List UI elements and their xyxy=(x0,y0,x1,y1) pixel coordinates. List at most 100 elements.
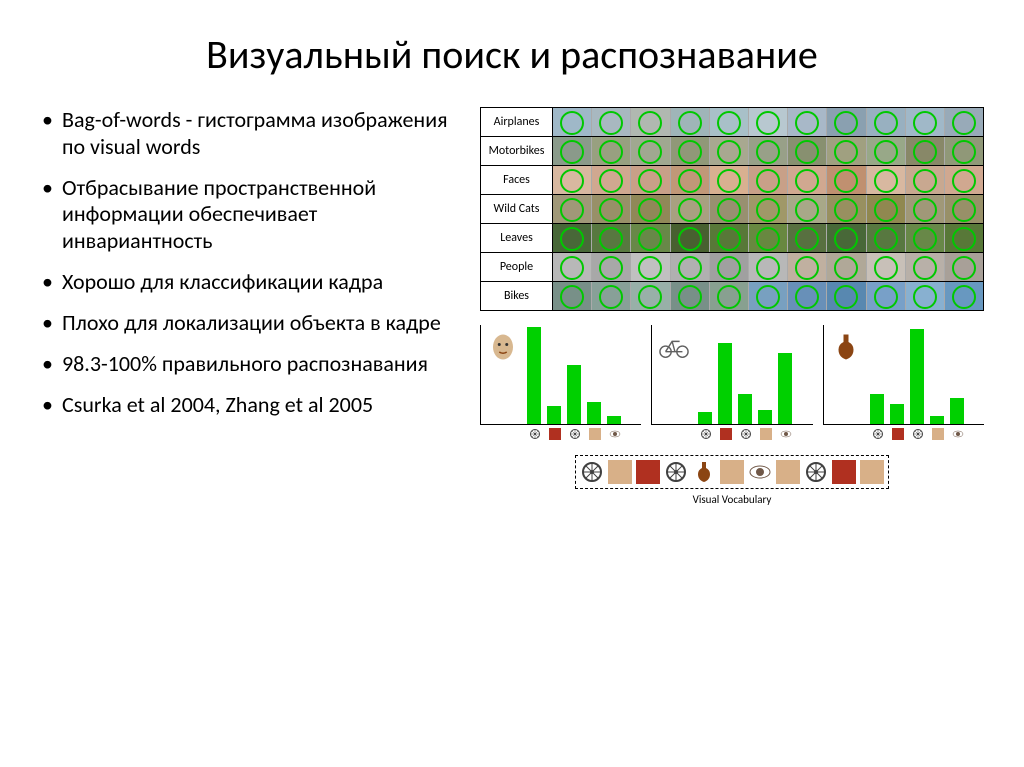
category-label: Leaves xyxy=(481,224,553,252)
thumbnail xyxy=(709,166,748,194)
category-row: Bikes xyxy=(481,282,983,310)
histogram-plot xyxy=(480,325,641,425)
red-icon xyxy=(891,427,905,441)
thumbnail xyxy=(866,137,905,165)
histogram-xaxis-icons xyxy=(823,427,984,441)
tan-icon xyxy=(858,458,886,486)
wheel-icon xyxy=(739,427,753,441)
histogram xyxy=(651,325,812,441)
thumbnail xyxy=(905,108,944,136)
wheel-icon xyxy=(871,427,885,441)
bullet-list: Bag-of-words - гистограмма изображения п… xyxy=(40,107,460,418)
tan-icon xyxy=(588,427,602,441)
thumbnail xyxy=(630,224,669,252)
category-row: Leaves xyxy=(481,224,983,253)
thumbnail xyxy=(787,253,826,281)
category-row: Airplanes xyxy=(481,108,983,137)
histogram-plot xyxy=(651,325,812,425)
thumbnail xyxy=(787,108,826,136)
histogram-bar xyxy=(607,416,621,424)
vocabulary-block: Visual Vocabulary xyxy=(480,455,984,506)
slide-content: Bag-of-words - гистограмма изображения п… xyxy=(40,107,984,506)
thumbnail xyxy=(866,108,905,136)
thumbnail xyxy=(866,253,905,281)
thumbnail xyxy=(748,253,787,281)
wheel-icon xyxy=(568,427,582,441)
thumbnail xyxy=(670,195,709,223)
thumbnail xyxy=(944,253,983,281)
thumbnail xyxy=(591,282,630,310)
figures-column: AirplanesMotorbikesFacesWild CatsLeavesP… xyxy=(480,107,984,506)
category-thumbs xyxy=(553,253,983,281)
thumbnail xyxy=(553,137,591,165)
thumbnail xyxy=(866,282,905,310)
histogram-bar xyxy=(910,329,924,424)
thumbnail xyxy=(748,195,787,223)
category-thumbs xyxy=(553,195,983,223)
thumbnail xyxy=(826,224,865,252)
thumbnail xyxy=(709,137,748,165)
category-thumbs xyxy=(553,137,983,165)
thumbnail xyxy=(787,166,826,194)
thumbnail xyxy=(944,195,983,223)
thumbnail xyxy=(787,282,826,310)
wheel-icon xyxy=(528,427,542,441)
wheel-icon xyxy=(578,458,606,486)
vocabulary-strip xyxy=(575,455,889,489)
bullet-item: Csurka et al 2004, Zhang et al 2005 xyxy=(62,392,460,419)
eye-icon xyxy=(608,427,622,441)
category-label: Bikes xyxy=(481,282,553,310)
thumbnail xyxy=(748,224,787,252)
thumbnail xyxy=(944,108,983,136)
tan-icon xyxy=(774,458,802,486)
thumbnail xyxy=(748,137,787,165)
thumbnail xyxy=(866,195,905,223)
eye-icon xyxy=(746,458,774,486)
thumbnail xyxy=(944,224,983,252)
histogram-bar xyxy=(718,343,732,424)
thumbnail xyxy=(905,195,944,223)
thumbnail xyxy=(630,166,669,194)
thumbnail xyxy=(670,166,709,194)
histogram-bar xyxy=(758,410,772,424)
red-icon xyxy=(830,458,858,486)
histogram-xaxis-icons xyxy=(480,427,641,441)
histogram-bar xyxy=(950,398,964,424)
histogram-bar xyxy=(527,327,541,424)
thumbnail xyxy=(670,282,709,310)
thumbnail xyxy=(748,166,787,194)
violin-icon xyxy=(830,331,862,363)
histogram-bar xyxy=(587,402,601,424)
thumbnail xyxy=(905,137,944,165)
category-thumbs xyxy=(553,166,983,194)
thumbnail xyxy=(905,224,944,252)
thumbnail xyxy=(944,166,983,194)
thumbnail xyxy=(553,166,591,194)
thumbnail xyxy=(591,108,630,136)
tan-icon xyxy=(606,458,634,486)
eye-icon xyxy=(779,427,793,441)
histogram xyxy=(823,325,984,441)
red-icon xyxy=(548,427,562,441)
bullet-item: 98.3-100% правильного распознавания xyxy=(62,351,460,378)
thumbnail xyxy=(787,224,826,252)
histogram-bar xyxy=(547,406,561,424)
category-row: Motorbikes xyxy=(481,137,983,166)
thumbnail xyxy=(905,166,944,194)
thumbnail xyxy=(866,166,905,194)
thumbnail xyxy=(748,282,787,310)
thumbnail xyxy=(630,137,669,165)
tan-icon xyxy=(718,458,746,486)
category-label: People xyxy=(481,253,553,281)
category-thumbs xyxy=(553,108,983,136)
category-row: Faces xyxy=(481,166,983,195)
face-icon xyxy=(487,331,519,363)
thumbnail xyxy=(553,253,591,281)
thumbnail xyxy=(553,224,591,252)
category-label: Wild Cats xyxy=(481,195,553,223)
thumbnail xyxy=(826,282,865,310)
thumbnail xyxy=(866,224,905,252)
bullet-item: Хорошо для классификации кадра xyxy=(62,269,460,296)
red-icon xyxy=(634,458,662,486)
thumbnail xyxy=(591,166,630,194)
